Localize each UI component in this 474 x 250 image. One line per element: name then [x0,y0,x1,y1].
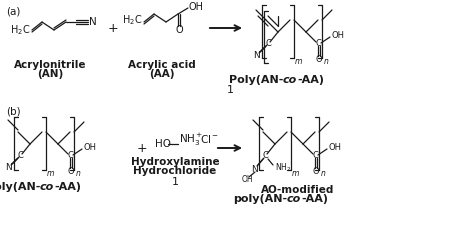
Text: O: O [316,56,322,64]
Text: $n$: $n$ [320,170,326,178]
Text: 1: 1 [227,85,234,95]
Text: OH: OH [189,2,204,12]
Text: Poly(AN-: Poly(AN- [0,182,40,192]
Text: +: + [137,142,147,154]
Text: C: C [312,150,318,160]
Text: C: C [17,152,23,160]
Text: Acrylonitrile: Acrylonitrile [14,60,86,70]
Text: N: N [252,164,258,173]
Text: O: O [313,168,319,176]
Text: (AA): (AA) [149,69,175,79]
Text: O: O [175,25,183,35]
Text: 1: 1 [172,177,179,187]
Text: (AN): (AN) [37,69,63,79]
Text: N: N [89,17,97,27]
Text: NH$_2$: NH$_2$ [275,162,291,174]
Text: OH: OH [84,144,97,152]
Text: OH: OH [332,32,345,40]
Text: -AA): -AA) [297,75,324,85]
Text: HO: HO [155,139,171,149]
Text: O: O [68,168,74,176]
Text: N: N [6,162,12,172]
Text: +: + [108,22,118,35]
Text: co: co [40,182,54,192]
Text: H$_2$C: H$_2$C [10,23,30,37]
Text: C: C [315,38,321,48]
Text: N: N [254,50,260,59]
Text: (b): (b) [6,107,21,117]
Text: AO-modified: AO-modified [261,185,335,195]
Text: Cl$^-$: Cl$^-$ [200,133,219,145]
Text: -AA): -AA) [301,194,328,204]
Text: H$_2$C: H$_2$C [122,13,142,27]
Text: -AA): -AA) [54,182,81,192]
Text: OH: OH [241,176,253,184]
Text: $m$: $m$ [46,170,55,178]
Text: Acrylic acid: Acrylic acid [128,60,196,70]
Text: $n$: $n$ [75,170,82,178]
Text: $m$: $m$ [294,58,303,66]
Text: Poly(AN-: Poly(AN- [228,75,283,85]
Text: C: C [265,40,271,48]
Text: Hydroxylamine: Hydroxylamine [131,157,219,167]
Text: poly(AN-: poly(AN- [233,194,287,204]
Text: $m$: $m$ [291,170,300,178]
Text: C: C [67,150,73,160]
Text: $n$: $n$ [323,58,329,66]
Text: co: co [283,75,297,85]
Text: C: C [262,152,268,160]
Text: Hydrochloride: Hydrochloride [133,166,217,176]
Text: (a): (a) [6,7,20,17]
Text: co: co [287,194,301,204]
Text: NH$_3^+$: NH$_3^+$ [179,132,203,148]
Text: OH: OH [329,144,342,152]
